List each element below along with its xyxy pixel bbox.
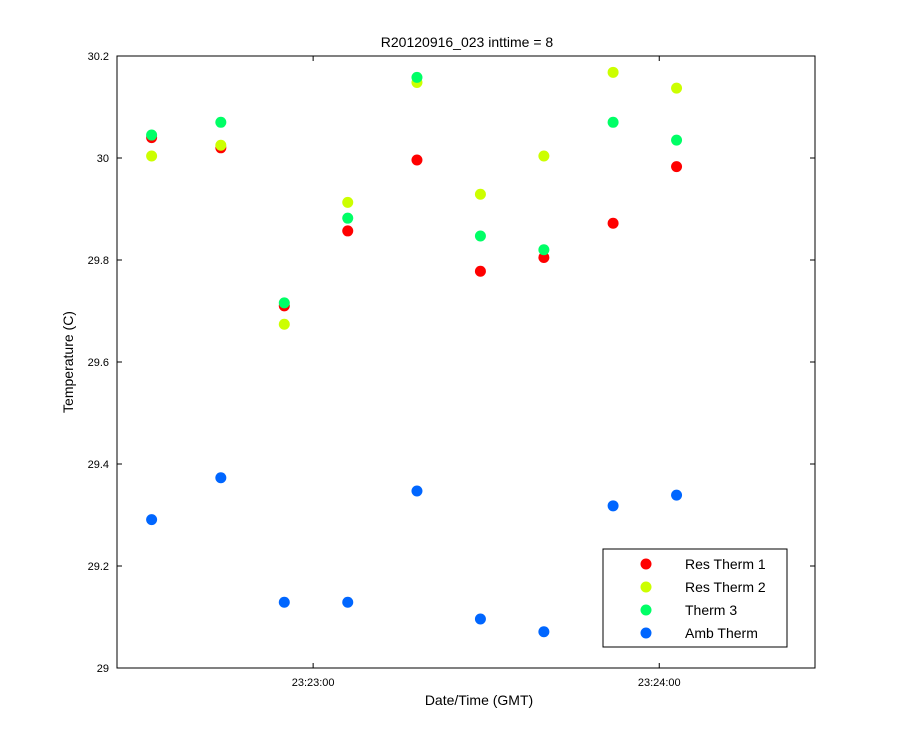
legend-marker-res-therm-1 (640, 558, 652, 570)
data-point-res-therm-1 (342, 225, 354, 237)
data-point-res-therm-2 (538, 150, 550, 162)
data-point-res-therm-2 (474, 188, 486, 200)
data-point-res-therm-2 (146, 150, 158, 162)
data-point-therm-3 (215, 116, 227, 128)
x-tick-label: 23:23:00 (292, 677, 335, 689)
data-point-amb-therm (671, 489, 683, 501)
legend: Res Therm 1 Res Therm 2 Therm 3 Amb Therm (602, 548, 788, 648)
data-point-res-therm-1 (411, 154, 423, 166)
data-point-amb-therm (474, 613, 486, 625)
data-point-amb-therm (607, 500, 619, 512)
data-point-res-therm-1 (607, 217, 619, 229)
data-point-amb-therm (146, 514, 158, 526)
legend-marker-amb-therm (640, 627, 652, 639)
data-points (146, 66, 683, 638)
data-point-therm-3 (538, 244, 550, 256)
legend-marker-therm-3 (640, 604, 652, 616)
y-tick-label: 30.2 (88, 51, 109, 63)
legend-label: Res Therm 1 (685, 556, 766, 572)
x-axis: 23:23:00 23:24:00 (292, 56, 681, 689)
data-point-res-therm-2 (342, 196, 354, 208)
x-tick-label: 23:24:00 (638, 677, 681, 689)
data-point-amb-therm (538, 626, 550, 638)
series-res-therm-2 (146, 66, 683, 330)
legend-label: Therm 3 (685, 602, 737, 618)
data-point-therm-3 (671, 134, 683, 146)
series-amb-therm (146, 472, 683, 638)
data-point-amb-therm (342, 596, 354, 608)
y-tick-label: 29.8 (88, 255, 109, 267)
data-point-amb-therm (215, 472, 227, 484)
data-point-therm-3 (342, 212, 354, 224)
data-point-therm-3 (146, 129, 158, 141)
y-tick-label: 29.6 (88, 357, 109, 369)
y-tick-label: 29.4 (88, 459, 109, 471)
legend-label: Amb Therm (685, 625, 758, 641)
data-point-therm-3 (411, 71, 423, 83)
chart-title: R20120916_023 inttime = 8 (381, 34, 554, 50)
legend-box (602, 548, 788, 648)
data-point-res-therm-1 (538, 251, 550, 263)
data-point-amb-therm (278, 596, 290, 608)
legend-marker-res-therm-2 (640, 581, 652, 593)
data-point-res-therm-2 (671, 82, 683, 94)
y-axis: 29 29.2 29.4 29.6 29.8 30 30.2 (88, 51, 815, 675)
legend-label: Res Therm 2 (685, 579, 766, 595)
data-point-therm-3 (474, 230, 486, 242)
data-point-res-therm-2 (278, 318, 290, 330)
y-tick-label: 29 (97, 663, 109, 675)
data-point-res-therm-2 (215, 139, 227, 151)
series-therm-3 (146, 71, 683, 309)
y-tick-label: 29.2 (88, 561, 109, 573)
data-point-res-therm-1 (474, 265, 486, 277)
data-point-res-therm-2 (607, 66, 619, 78)
y-axis-label: Temperature (C) (60, 311, 76, 413)
x-axis-label: Date/Time (GMT) (425, 692, 533, 708)
data-point-res-therm-1 (671, 161, 683, 173)
data-point-therm-3 (607, 116, 619, 128)
data-point-therm-3 (278, 297, 290, 309)
data-point-amb-therm (411, 485, 423, 497)
y-tick-label: 30 (97, 153, 109, 165)
